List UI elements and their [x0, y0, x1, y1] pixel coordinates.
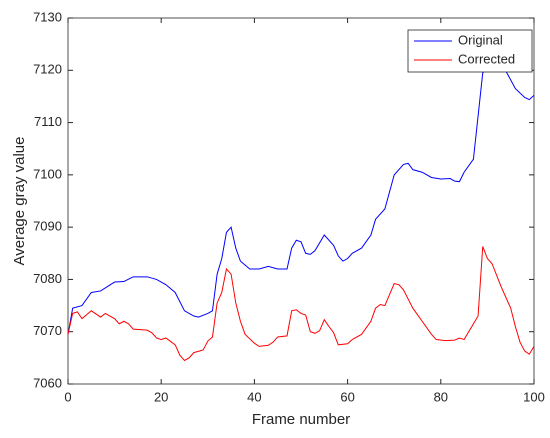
- x-tick-label: 100: [523, 389, 545, 404]
- y-tick-label: 7070: [33, 323, 62, 338]
- y-tick-label: 7130: [33, 9, 62, 24]
- x-tick-label: 80: [434, 389, 448, 404]
- x-tick-label: 40: [247, 389, 261, 404]
- x-axis-label: Frame number: [252, 411, 350, 428]
- legend-box: [407, 29, 533, 73]
- series-line: [67, 246, 535, 362]
- y-tick-label: 7120: [33, 62, 62, 77]
- x-tick-label: 0: [64, 389, 71, 404]
- y-tick-label: 7080: [33, 271, 62, 286]
- y-tick-label: 7060: [33, 375, 62, 390]
- y-tick-label: 7100: [33, 166, 62, 181]
- plot-area: [67, 17, 535, 385]
- x-tick-label: 20: [154, 389, 168, 404]
- y-tick-label: 7090: [33, 219, 62, 234]
- y-axis-label: Average gray value: [11, 137, 28, 266]
- x-tick-label: 60: [340, 389, 354, 404]
- series-line: [67, 64, 535, 335]
- legend-label: Original: [458, 32, 503, 47]
- y-tick-label: 7110: [34, 114, 62, 129]
- legend-label: Corrected: [458, 51, 515, 66]
